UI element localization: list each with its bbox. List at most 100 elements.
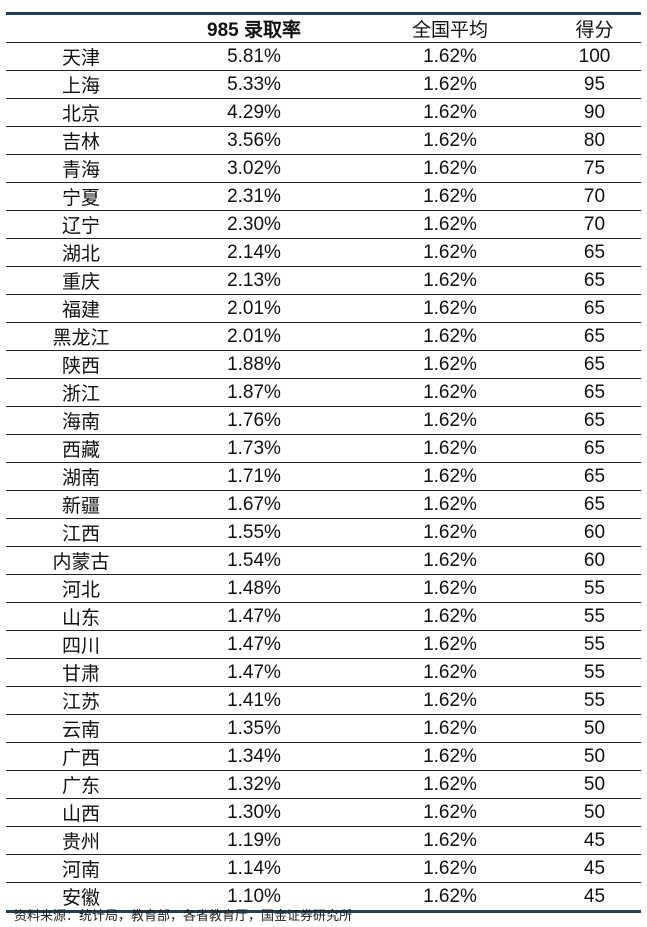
rate-cell: 1.47% <box>156 602 352 631</box>
score-cell: 65 <box>548 322 641 351</box>
rate-cell: 1.19% <box>156 826 352 855</box>
score-cell: 45 <box>548 826 641 855</box>
table-row: 青海 3.02% 1.62% 75 <box>6 154 641 183</box>
score-cell: 90 <box>548 98 641 127</box>
rate-cell: 1.54% <box>156 546 352 575</box>
province-cell: 山西 <box>6 798 156 827</box>
national-average-cell: 1.62% <box>352 238 548 267</box>
score-cell: 65 <box>548 238 641 267</box>
table-row: 湖北 2.14% 1.62% 65 <box>6 238 641 267</box>
rate-cell: 2.14% <box>156 238 352 267</box>
table-row: 黑龙江 2.01% 1.62% 65 <box>6 322 641 351</box>
header-row: 985 录取率 全国平均 得分 <box>6 12 641 43</box>
national-average-cell: 1.62% <box>352 826 548 855</box>
national-average-cell: 1.62% <box>352 798 548 827</box>
source-note: 资料来源：统计局，教育部，各省教育厅，国金证券研究所 <box>14 909 353 924</box>
rate-cell: 2.13% <box>156 266 352 295</box>
national-average-cell: 1.62% <box>352 854 548 883</box>
national-average-cell: 1.62% <box>352 490 548 519</box>
header-score: 得分 <box>548 12 641 43</box>
score-cell: 65 <box>548 266 641 295</box>
province-cell: 甘肃 <box>6 658 156 687</box>
table-row: 天津 5.81% 1.62% 100 <box>6 42 641 71</box>
rate-cell: 2.01% <box>156 322 352 351</box>
table-row: 新疆 1.67% 1.62% 65 <box>6 490 641 519</box>
rate-cell: 5.33% <box>156 70 352 99</box>
national-average-cell: 1.62% <box>352 350 548 379</box>
province-cell: 青海 <box>6 154 156 183</box>
rate-cell: 1.41% <box>156 686 352 715</box>
national-average-cell: 1.62% <box>352 182 548 211</box>
table-row: 海南 1.76% 1.62% 65 <box>6 406 641 435</box>
table-row: 山东 1.47% 1.62% 55 <box>6 602 641 631</box>
table-row: 浙江 1.87% 1.62% 65 <box>6 378 641 407</box>
province-cell: 安徽 <box>6 882 156 913</box>
rate-cell: 1.88% <box>156 350 352 379</box>
national-average-cell: 1.62% <box>352 322 548 351</box>
province-cell: 贵州 <box>6 826 156 855</box>
score-cell: 100 <box>548 42 641 71</box>
score-cell: 65 <box>548 378 641 407</box>
table-row: 西藏 1.73% 1.62% 65 <box>6 434 641 463</box>
table-row: 贵州 1.19% 1.62% 45 <box>6 826 641 855</box>
score-cell: 45 <box>548 854 641 883</box>
rate-cell: 1.47% <box>156 658 352 687</box>
rate-cell: 1.67% <box>156 490 352 519</box>
table-row: 四川 1.47% 1.62% 55 <box>6 630 641 659</box>
national-average-cell: 1.62% <box>352 266 548 295</box>
province-cell: 四川 <box>6 630 156 659</box>
score-cell: 70 <box>548 210 641 239</box>
table-row: 江苏 1.41% 1.62% 55 <box>6 686 641 715</box>
table-row: 云南 1.35% 1.62% 50 <box>6 714 641 743</box>
national-average-cell: 1.62% <box>352 714 548 743</box>
national-average-cell: 1.62% <box>352 42 548 71</box>
province-cell: 宁夏 <box>6 182 156 211</box>
table-row: 河北 1.48% 1.62% 55 <box>6 574 641 603</box>
national-average-cell: 1.62% <box>352 742 548 771</box>
rate-cell: 1.73% <box>156 434 352 463</box>
score-cell: 65 <box>548 434 641 463</box>
national-average-cell: 1.62% <box>352 434 548 463</box>
table-row: 北京 4.29% 1.62% 90 <box>6 98 641 127</box>
rate-cell: 2.01% <box>156 294 352 323</box>
rate-cell: 1.10% <box>156 882 352 913</box>
table-row: 福建 2.01% 1.62% 65 <box>6 294 641 323</box>
rate-cell: 1.14% <box>156 854 352 883</box>
province-cell: 天津 <box>6 42 156 71</box>
national-average-cell: 1.62% <box>352 154 548 183</box>
table-row: 安徽 1.10% 1.62% 45 <box>6 882 641 913</box>
national-average-cell: 1.62% <box>352 126 548 155</box>
table-row: 甘肃 1.47% 1.62% 55 <box>6 658 641 687</box>
province-cell: 吉林 <box>6 126 156 155</box>
national-average-cell: 1.62% <box>352 294 548 323</box>
score-cell: 50 <box>548 742 641 771</box>
rate-cell: 2.31% <box>156 182 352 211</box>
rate-cell: 1.30% <box>156 798 352 827</box>
province-cell: 湖北 <box>6 238 156 267</box>
province-cell: 黑龙江 <box>6 322 156 351</box>
score-cell: 50 <box>548 798 641 827</box>
score-cell: 50 <box>548 770 641 799</box>
rate-cell: 1.32% <box>156 770 352 799</box>
table-row: 湖南 1.71% 1.62% 65 <box>6 462 641 491</box>
national-average-cell: 1.62% <box>352 98 548 127</box>
province-cell: 江苏 <box>6 686 156 715</box>
table-row: 内蒙古 1.54% 1.62% 60 <box>6 546 641 575</box>
rate-cell: 3.56% <box>156 126 352 155</box>
score-cell: 55 <box>548 658 641 687</box>
score-cell: 65 <box>548 462 641 491</box>
national-average-cell: 1.62% <box>352 602 548 631</box>
header-province <box>6 12 156 43</box>
national-average-cell: 1.62% <box>352 406 548 435</box>
score-cell: 65 <box>548 406 641 435</box>
table-row: 河南 1.14% 1.62% 45 <box>6 854 641 883</box>
province-cell: 上海 <box>6 70 156 99</box>
score-cell: 80 <box>548 126 641 155</box>
header-985-rate: 985 录取率 <box>156 12 352 43</box>
table-row: 陕西 1.88% 1.62% 65 <box>6 350 641 379</box>
header-national-average: 全国平均 <box>352 12 548 43</box>
score-cell: 45 <box>548 882 641 913</box>
national-average-cell: 1.62% <box>352 518 548 547</box>
score-cell: 65 <box>548 294 641 323</box>
national-average-cell: 1.62% <box>352 210 548 239</box>
